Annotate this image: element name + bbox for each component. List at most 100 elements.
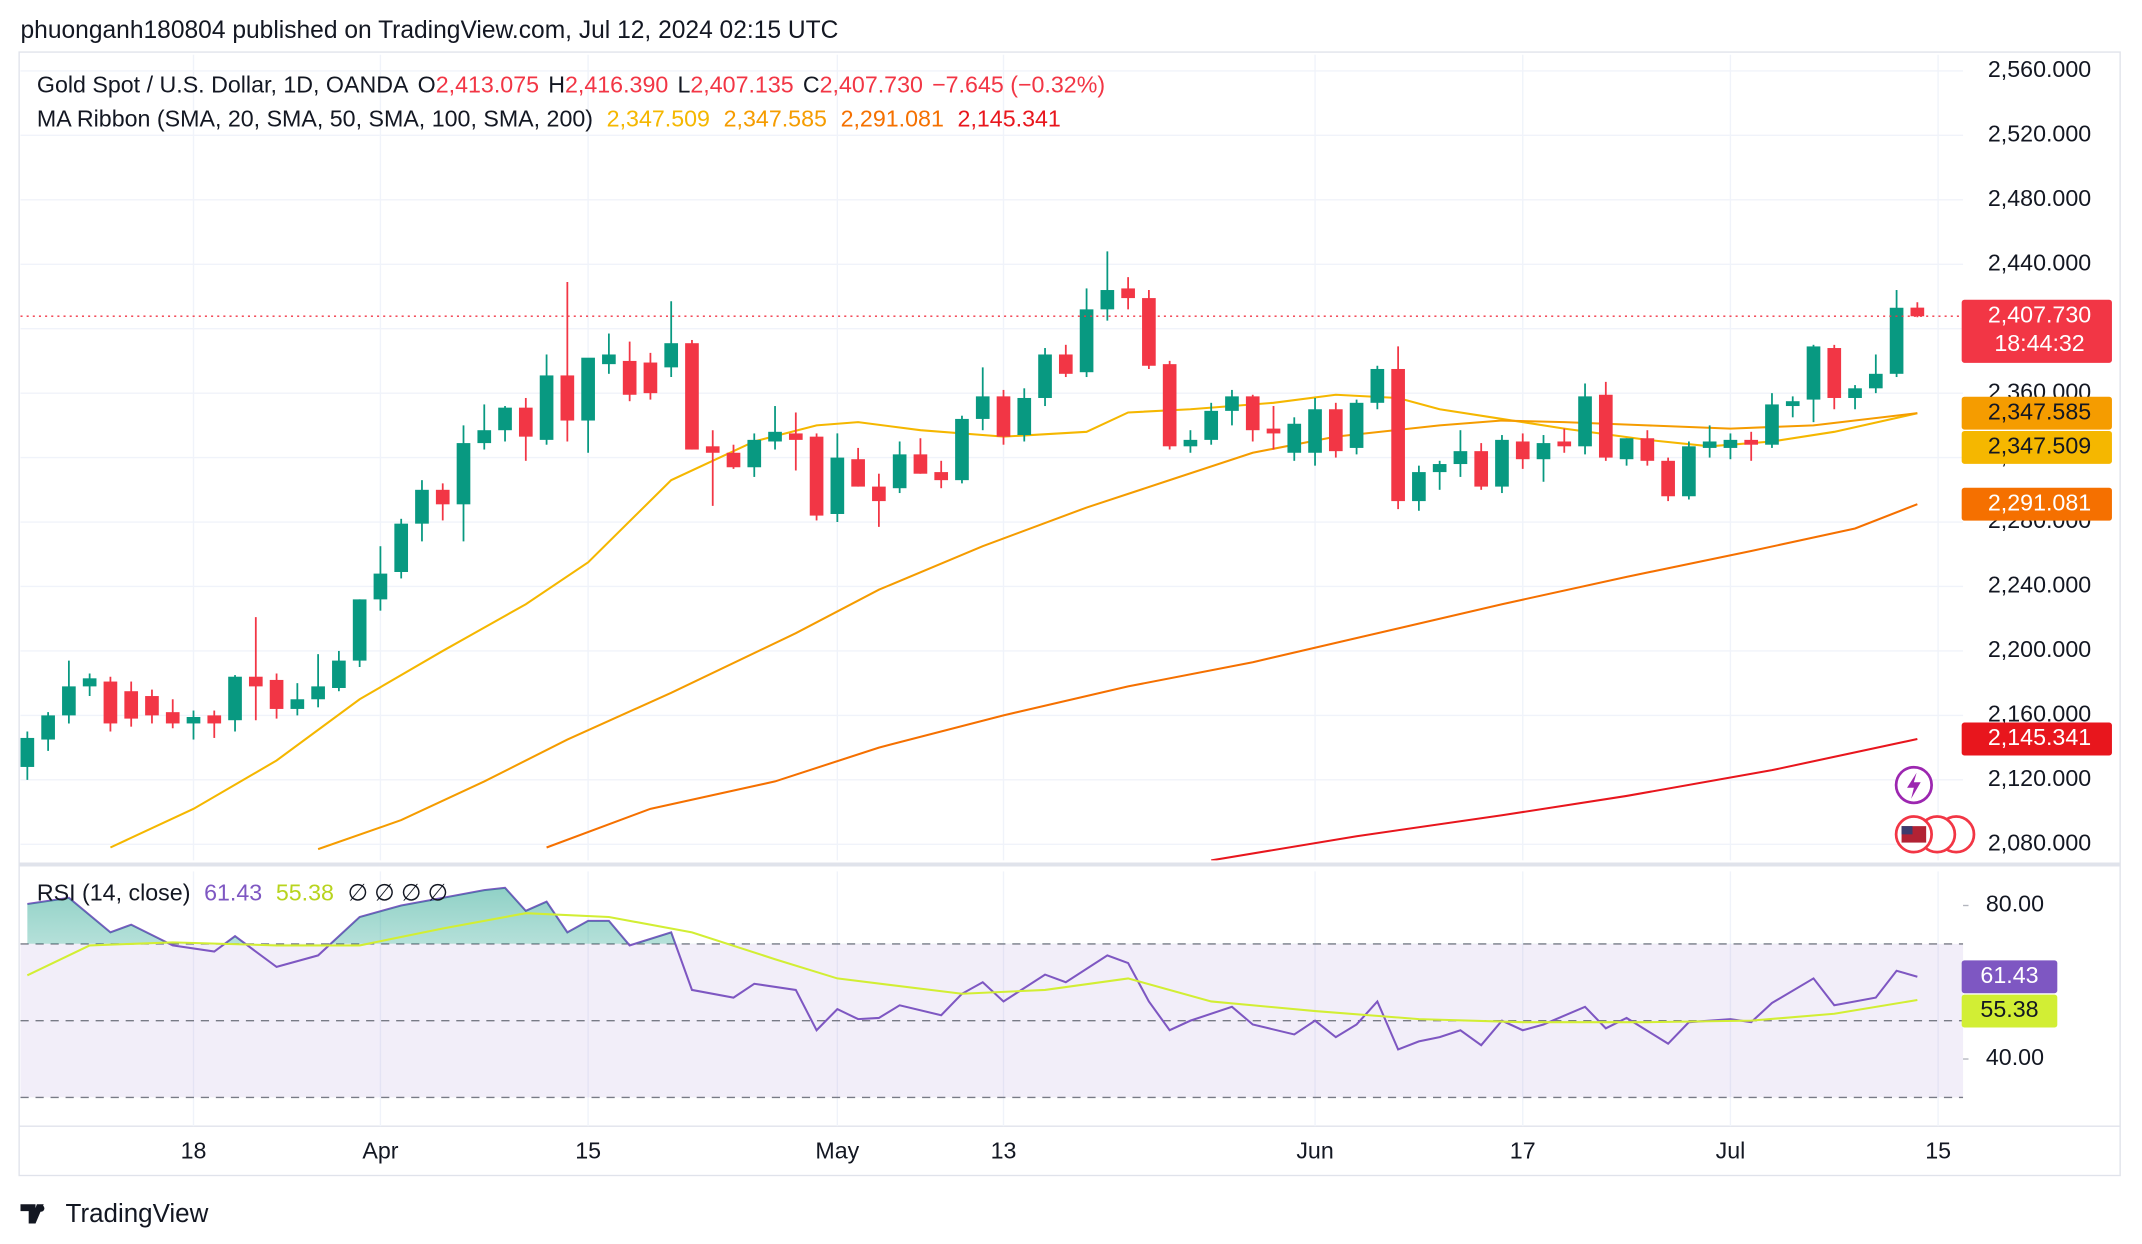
ohlc-key: L <box>677 71 690 97</box>
candle-body <box>1515 441 1530 460</box>
candle-body <box>1183 439 1198 447</box>
rsi-legend-value: 55.38 <box>276 880 334 906</box>
candle-body <box>1370 368 1385 403</box>
change: −7.645 (−0.32%) <box>932 71 1105 97</box>
candle-body <box>1661 460 1675 497</box>
ohlc-value: 2,413.075 <box>436 71 539 97</box>
candle-body <box>1038 354 1052 398</box>
candle-body <box>851 459 865 487</box>
candle-body <box>1453 451 1468 465</box>
candle-body <box>539 375 554 440</box>
candle-body <box>1204 410 1219 440</box>
ma-legend-value: 2,291.081 <box>841 106 944 132</box>
candle-body <box>1495 439 1509 487</box>
candle-body <box>1391 368 1405 502</box>
candle-body <box>664 343 679 368</box>
candle-body <box>1536 443 1551 460</box>
candle-body <box>788 433 803 440</box>
candle-body <box>1619 438 1634 460</box>
candle-body <box>934 472 949 481</box>
ohlc-value: 2,407.730 <box>820 71 923 97</box>
candle-body <box>1889 307 1904 374</box>
ma-line <box>1211 737 1918 861</box>
candle-body <box>643 362 658 394</box>
candle-body <box>1142 298 1156 366</box>
y-tick-label: 2,160.000 <box>1988 701 2091 727</box>
footer-logo: TradingView <box>20 1198 209 1228</box>
last-price-label: 18:44:32 <box>1994 330 2084 356</box>
logo-text: TradingView <box>66 1198 209 1228</box>
ohlc-key: H <box>548 71 565 97</box>
ma-legend-value: 2,145.341 <box>958 106 1061 132</box>
candle-body <box>269 679 284 709</box>
candle-body <box>872 486 886 502</box>
ma-price-label: 2,347.585 <box>1988 398 2091 424</box>
candle-body <box>747 439 762 468</box>
candle-body <box>1079 309 1094 373</box>
candle-body <box>373 573 388 600</box>
lightning <box>1907 772 1921 799</box>
rsi-legend: RSI (14, close) 61.43 55.38 ∅ ∅ ∅ ∅ <box>37 880 448 906</box>
ohlc-key: C <box>803 71 820 97</box>
candle-body <box>82 678 97 687</box>
publish-note: phuonganh180804 published on TradingView… <box>20 17 838 44</box>
candle-body <box>1557 441 1572 447</box>
rsi-value-box <box>1961 960 2058 994</box>
candle-body <box>477 430 492 444</box>
ma-price-label-box <box>1961 487 2112 521</box>
candle-body <box>1328 409 1343 452</box>
candle-body <box>1245 396 1260 431</box>
candle-body <box>518 407 533 437</box>
chart-frame <box>18 51 2121 1177</box>
candle-body <box>1100 290 1115 310</box>
ohlc-value: 2,416.390 <box>565 71 668 97</box>
y-tick-label: 2,240.000 <box>1988 572 2091 598</box>
candle-body <box>996 396 1011 437</box>
ma-legend-title: MA Ribbon (SMA, 20, SMA, 50, SMA, 100, S… <box>37 106 593 132</box>
candle-body <box>1765 404 1779 445</box>
candle-body <box>975 396 990 419</box>
rsi-value-label: 61.43 <box>1980 962 2038 988</box>
candle-body <box>1640 438 1655 461</box>
symbol: Gold Spot / U.S. Dollar, 1D, OANDA <box>37 71 409 97</box>
candle-body <box>705 446 720 453</box>
last-price-label: 2,407.730 <box>1988 301 2091 327</box>
candle-body <box>768 431 782 442</box>
overbought-fill <box>27 887 1918 944</box>
candle-body <box>352 599 367 661</box>
candle-body <box>581 357 595 421</box>
rsi-legend-value: 61.43 <box>204 880 262 906</box>
candle-body <box>1058 354 1073 374</box>
x-tick-label: 13 <box>991 1137 1017 1163</box>
ma-price-label-box <box>1961 430 2112 464</box>
x-tick-label: May <box>815 1137 859 1163</box>
candle-body <box>186 716 201 724</box>
candle-body <box>602 354 616 365</box>
ma-price-label-box <box>1961 396 2112 430</box>
y-tick-label: 40.00 <box>1986 1044 2044 1070</box>
ma-legend-value: 2,347.509 <box>607 106 710 132</box>
symbol-header: Gold Spot / U.S. Dollar, 1D, OANDA O2,41… <box>37 71 1105 97</box>
candle-body <box>1910 307 1925 317</box>
x-tick-label: 18 <box>181 1137 207 1163</box>
candle-body <box>290 699 305 709</box>
candle-body <box>726 452 741 468</box>
candle-body <box>1868 373 1883 389</box>
chart-layer: 18 Apr 15 May 13 Jun 17 Jul 15 2,080.000 2,120.000… <box>20 54 2112 1163</box>
x-tick-label: Apr <box>362 1137 398 1163</box>
candle-body <box>332 660 346 688</box>
candle-body <box>1162 364 1177 447</box>
candle-body <box>1702 441 1717 448</box>
candle-body <box>1744 439 1759 445</box>
ma-line <box>109 393 1918 849</box>
candle-body <box>1308 409 1322 453</box>
rsi-title: RSI (14, close) <box>37 880 191 906</box>
candle-body <box>435 489 450 505</box>
candle-body <box>207 715 222 724</box>
x-tick-label: Jul <box>1716 1137 1746 1163</box>
candle-body <box>20 737 35 767</box>
y-tick-label: 2,440.000 <box>1988 249 2091 275</box>
candle-body <box>955 418 969 481</box>
